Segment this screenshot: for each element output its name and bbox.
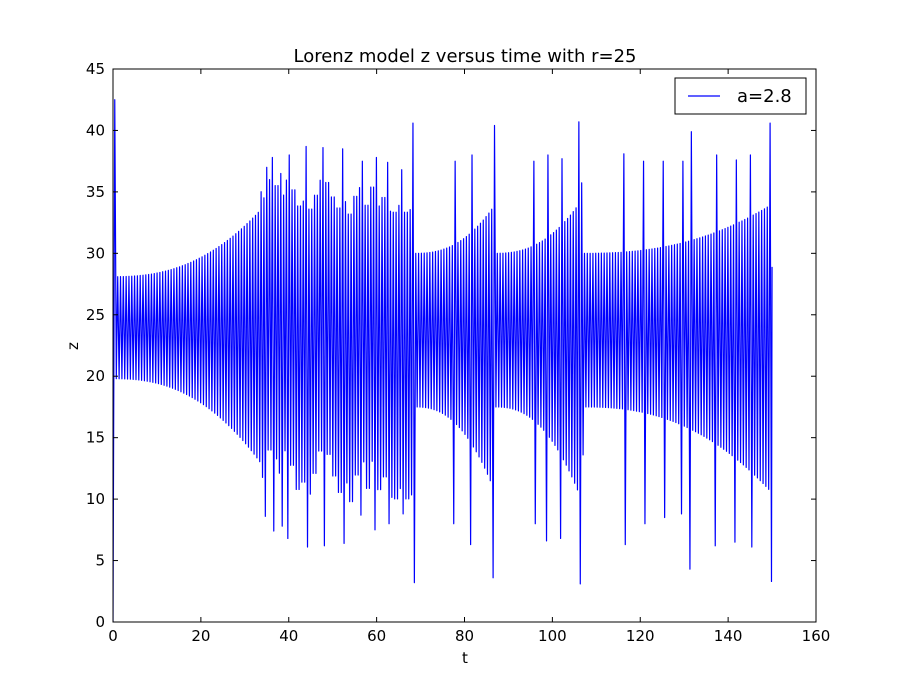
y-axis-label: z	[64, 342, 82, 350]
y-tick-label: 35	[86, 183, 105, 201]
y-tick-label: 5	[95, 552, 105, 570]
chart-title: Lorenz model z versus time with r=25	[293, 46, 636, 67]
x-tick-label: 120	[626, 627, 655, 645]
x-tick-label: 60	[367, 627, 386, 645]
legend: a=2.8	[674, 77, 807, 115]
x-tick-label: 80	[455, 627, 474, 645]
legend-label: a=2.8	[737, 86, 792, 107]
series-line-a-2-8	[113, 99, 773, 622]
x-tick-label: 20	[191, 627, 210, 645]
y-axis: 0 5 10 15 20 25 30 35 40 45	[86, 60, 816, 631]
x-axis: 0 20 40 60 80 100 120 140 160	[108, 69, 830, 645]
y-tick-label: 10	[86, 490, 105, 508]
x-tick-label: 140	[714, 627, 743, 645]
y-tick-label: 25	[86, 306, 105, 324]
x-tick-label: 40	[279, 627, 298, 645]
y-tick-label: 0	[95, 613, 105, 631]
y-tick-label: 30	[86, 244, 105, 262]
y-tick-label: 40	[86, 121, 105, 139]
series-layer	[113, 99, 773, 622]
y-tick-label: 45	[86, 60, 105, 78]
x-axis-label: t	[462, 649, 468, 667]
y-tick-label: 20	[86, 367, 105, 385]
x-tick-label: 0	[108, 627, 118, 645]
x-tick-label: 100	[538, 627, 567, 645]
y-tick-label: 15	[86, 429, 105, 447]
x-tick-label: 160	[802, 627, 831, 645]
